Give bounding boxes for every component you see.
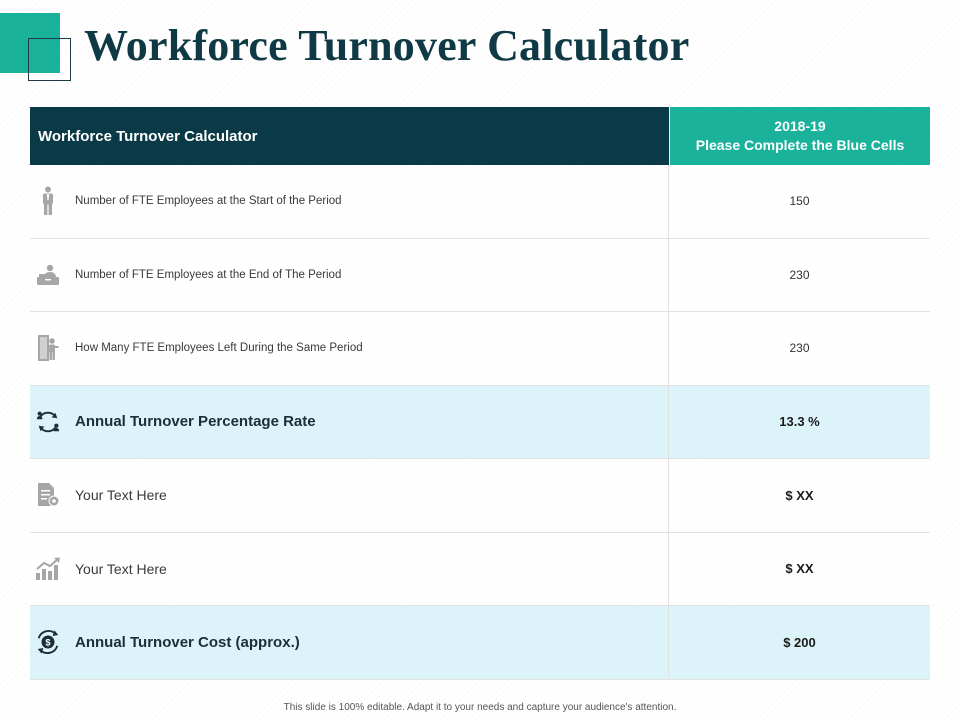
document-gear-icon: [35, 480, 61, 510]
row-label-cell: $ Annual Turnover Cost (approx.): [30, 606, 669, 679]
header-period-cell: 2018-19 Please Complete the Blue Cells: [669, 107, 930, 165]
table-row: Your Text Here $ XX: [30, 459, 930, 533]
row-label: Your Text Here: [75, 560, 167, 577]
row-label-cell: Your Text Here: [30, 532, 669, 605]
table-row: Annual Turnover Percentage Rate 13.3 %: [30, 385, 930, 459]
row-value-cell[interactable]: 230: [669, 239, 930, 312]
row-value-cell: 13.3 %: [669, 386, 930, 459]
table-row: $ Annual Turnover Cost (approx.) $ 200: [30, 606, 930, 680]
row-value: 230: [789, 341, 810, 356]
row-value: $ XX: [785, 561, 814, 577]
person-at-desk-icon: [35, 260, 61, 290]
table-row: Number of FTE Employees at the Start of …: [30, 165, 930, 239]
row-label-cell: Your Text Here: [30, 459, 669, 532]
row-label: Number of FTE Employees at the Start of …: [75, 195, 342, 208]
row-label: Your Text Here: [75, 487, 167, 504]
row-value-cell: $ XX: [669, 533, 930, 606]
standing-person-icon: [35, 186, 61, 216]
page-title: Workforce Turnover Calculator: [84, 21, 690, 70]
decorative-teal-square: [0, 13, 60, 73]
decorative-outline-square: [28, 38, 71, 81]
turnover-calculator-table: Workforce Turnover Calculator 2018-19 Pl…: [30, 107, 930, 680]
row-label-cell: How Many FTE Employees Left During the S…: [30, 312, 669, 385]
row-label-cell: Annual Turnover Percentage Rate: [30, 385, 669, 458]
row-value: $ XX: [785, 487, 814, 503]
row-label: Annual Turnover Cost (approx.): [75, 633, 300, 651]
header-period-year: 2018-19: [774, 118, 826, 134]
row-value-cell: $ 200: [669, 606, 930, 679]
row-value: $ 200: [783, 634, 816, 650]
people-cycle-icon: [35, 407, 61, 437]
header-period-instruction: Please Complete the Blue Cells: [695, 137, 905, 153]
row-label: How Many FTE Employees Left During the S…: [75, 342, 363, 355]
growth-chart-icon: [35, 554, 61, 584]
row-value-cell: $ XX: [669, 459, 930, 532]
person-exit-door-icon: [35, 333, 61, 363]
footer-note: This slide is 100% editable. Adapt it to…: [283, 702, 677, 713]
table-row: How Many FTE Employees Left During the S…: [30, 312, 930, 386]
row-label-cell: Number of FTE Employees at the Start of …: [30, 165, 669, 238]
header-title-cell: Workforce Turnover Calculator: [30, 107, 669, 165]
row-value: 150: [789, 194, 810, 209]
row-label-cell: Number of FTE Employees at the End of Th…: [30, 238, 669, 311]
row-value: 13.3 %: [779, 414, 820, 430]
table-header-row: Workforce Turnover Calculator 2018-19 Pl…: [30, 107, 930, 165]
row-label: Annual Turnover Percentage Rate: [75, 413, 316, 431]
table-row: Your Text Here $ XX: [30, 532, 930, 606]
svg-text:$: $: [45, 638, 51, 648]
table-row: Number of FTE Employees at the End of Th…: [30, 238, 930, 312]
row-value: 230: [789, 267, 810, 282]
row-label: Number of FTE Employees at the End of Th…: [75, 268, 342, 281]
dollar-cycle-icon: $: [35, 627, 61, 657]
row-value-cell[interactable]: 150: [669, 165, 930, 238]
row-value-cell[interactable]: 230: [669, 312, 930, 385]
